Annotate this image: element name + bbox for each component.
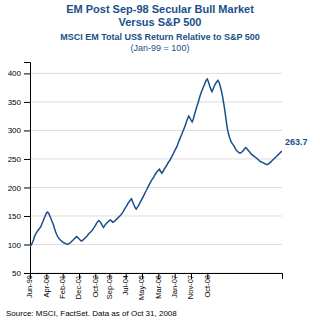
tick-mark — [24, 102, 30, 103]
x-axis: Jun-99 Apr-00 Feb-01 Dec-01 Oct-02 Sep-03 Jul-… — [25, 273, 282, 300]
tick-label: Oct-02 — [91, 275, 100, 298]
tick-label: Feb-01 — [58, 275, 67, 299]
tick-label: May-05 — [137, 275, 146, 300]
tick-mark — [24, 273, 30, 274]
grid-line — [30, 215, 282, 216]
y-axis: 50 100 150 200 250 300 350 400 — [8, 63, 31, 279]
tick-label: 250 — [8, 155, 22, 164]
tick: 150 — [8, 212, 30, 221]
grid-line — [30, 187, 282, 188]
tick-label: 50 — [12, 269, 21, 278]
source: Source: MSCI, FactSet. Data as of Oct 31… — [6, 309, 177, 318]
tick-label: Jun-99 — [25, 275, 34, 298]
tick: 350 — [8, 98, 30, 107]
tick-mark — [24, 244, 30, 245]
tick: 400 — [8, 69, 30, 78]
line — [30, 79, 282, 246]
grid — [30, 73, 282, 273]
tick: Nov-07 — [186, 273, 195, 299]
tick-mark — [24, 187, 30, 188]
grid-line — [30, 101, 282, 102]
subtitle: (Jan-99 = 100) — [131, 43, 190, 53]
tick: Jan-07 — [170, 273, 179, 298]
subtitle: MSCI EM Total US$ Return Relative to S&P… — [60, 32, 260, 42]
grid-line — [30, 130, 282, 131]
tick-label: Apr-00 — [42, 275, 51, 298]
tick-mark — [24, 159, 30, 160]
marks — [30, 79, 282, 246]
grid-line — [30, 73, 282, 74]
tick: Mar-06 — [154, 273, 163, 299]
tick-label: Jan-07 — [170, 275, 179, 298]
tick-label: Dec-01 — [74, 275, 83, 299]
tick-label: 300 — [8, 126, 22, 135]
tick-label: Jul-04 — [121, 275, 130, 295]
tick: Oct-02 — [91, 273, 100, 298]
axis-line — [24, 63, 31, 274]
tick-label: 150 — [8, 212, 22, 221]
tick-label: 200 — [8, 184, 22, 193]
tick: 200 — [8, 184, 30, 193]
tick-label: Sep-03 — [105, 275, 114, 299]
tick-mark — [24, 73, 30, 74]
tick: Jun-99 — [25, 273, 34, 298]
grid-line — [30, 158, 282, 159]
tick-label: Mar-06 — [154, 275, 163, 299]
tick-label: 350 — [8, 98, 22, 107]
plot: 50 100 150 200 250 300 350 400 Jun-99 Apr-00 Feb-0… — [8, 63, 308, 301]
tick-mark — [24, 130, 30, 131]
annotation: 263.7 — [285, 137, 308, 147]
tick: May-05 — [137, 273, 146, 300]
tick: 250 — [8, 155, 30, 164]
tick: Jul-04 — [121, 273, 130, 295]
tick-label: Oct-08 — [203, 275, 212, 298]
tick: Dec-01 — [74, 273, 83, 299]
tick: Apr-00 — [42, 273, 51, 298]
chart: EM Post Sep-98 Secular Bull MarketVersus… — [0, 0, 320, 321]
tick-label: 400 — [8, 69, 22, 78]
tick-mark — [24, 216, 30, 217]
tick: Oct-08 — [203, 273, 212, 298]
tick: Sep-03 — [105, 273, 114, 299]
tick: 100 — [8, 241, 30, 250]
tick-label: 100 — [8, 241, 22, 250]
tick: Feb-01 — [58, 273, 67, 299]
tick-label: Nov-07 — [186, 275, 195, 299]
title: Versus S&P 500 — [119, 16, 202, 28]
title: EM Post Sep-98 Secular Bull Market — [66, 3, 254, 15]
tick: 300 — [8, 126, 30, 135]
